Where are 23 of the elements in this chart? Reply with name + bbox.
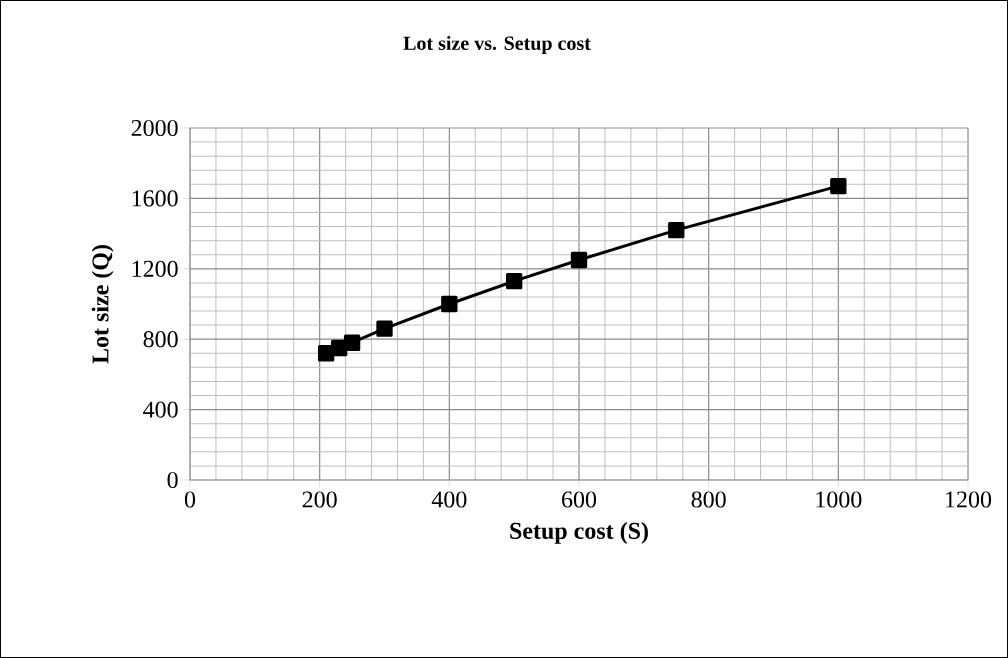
- x-tick-label: 600: [562, 491, 597, 508]
- point: [376, 320, 393, 337]
- point: [343, 334, 361, 351]
- x-tick-label: 800: [691, 491, 726, 508]
- y-tick-label: 400: [143, 401, 178, 418]
- x-tick-label: 1200: [946, 491, 992, 508]
- y-axis-title: Lot size (Q): [91, 245, 114, 364]
- chart-title: Lot size vs. Setup cost: [403, 35, 591, 55]
- x-axis-title: Setup cost (S): [510, 522, 648, 544]
- y-tick-label: 800: [143, 331, 178, 348]
- point: [668, 221, 685, 239]
- point: [506, 272, 523, 290]
- point: [441, 295, 458, 313]
- y-tick-label: 0: [167, 471, 178, 489]
- point: [830, 177, 847, 195]
- y-tick-label: 1600: [132, 190, 178, 207]
- y-tick-label: 2000: [131, 119, 178, 137]
- point: [570, 251, 588, 269]
- x-tick-label: 1000: [816, 491, 862, 508]
- x-tick-label: 400: [431, 491, 467, 508]
- x-tick-label: 200: [302, 491, 337, 508]
- y-tick-label: 1200: [132, 260, 178, 277]
- x-tick-label: 0: [184, 491, 196, 508]
